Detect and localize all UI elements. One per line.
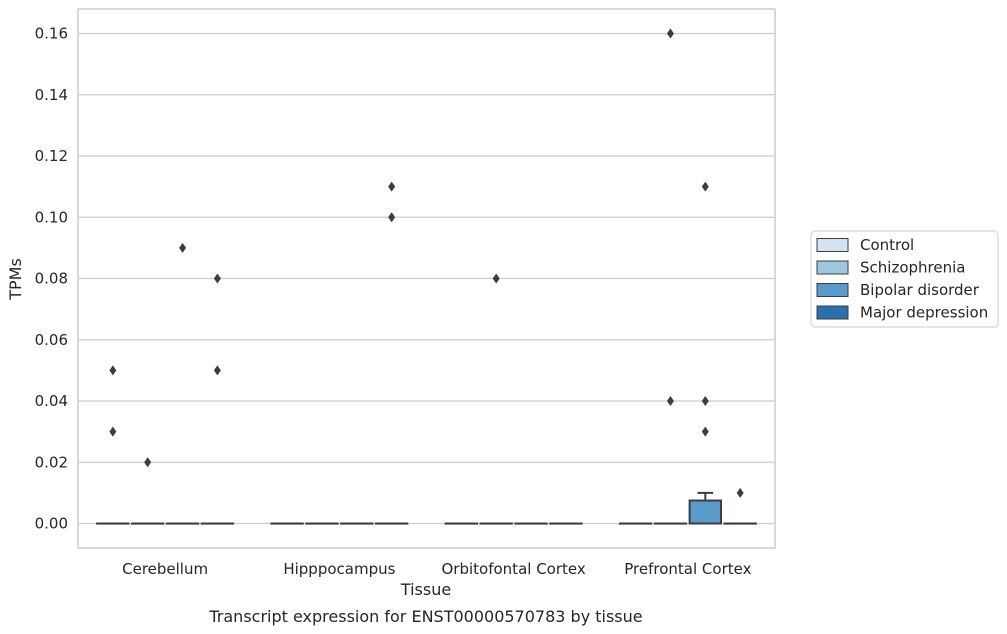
y-tick-label: 0.04	[35, 392, 68, 410]
y-tick-labels: 0.00 0.02 0.04 0.06 0.08 0.10 0.12 0.14 0.16	[35, 25, 68, 533]
legend-label: Control	[860, 236, 914, 254]
x-tick-labels: Cerebellum Hipppocampus Orbitofontal Corte…	[122, 560, 751, 578]
x-axis-title: Tissue	[400, 580, 451, 599]
outlier-point	[388, 212, 396, 223]
x-tick-label: Hipppocampus	[283, 560, 395, 578]
y-axis-title: TPMs	[6, 258, 25, 301]
y-tick-label: 0.16	[35, 25, 68, 43]
x-tick-label: Cerebellum	[122, 560, 208, 578]
legend-swatch	[816, 305, 849, 320]
figure-caption: Transcript expression for ENST0000057078…	[208, 607, 642, 626]
legend-label: Major depression	[860, 304, 988, 322]
y-tick-label: 0.06	[35, 331, 68, 349]
outlier-point	[736, 487, 744, 498]
legend-swatch	[816, 238, 849, 252]
y-tick-label: 0.00	[35, 515, 68, 533]
outlier-point	[701, 181, 709, 192]
outlier-point	[492, 273, 500, 284]
y-tick-label: 0.14	[35, 86, 68, 104]
x-tick-label: Prefrontal Cortex	[624, 560, 751, 578]
outliers-layer	[109, 28, 744, 498]
y-tick-label: 0.02	[35, 453, 68, 471]
y-tick-label: 0.12	[35, 147, 68, 165]
outlier-point	[213, 365, 221, 376]
outlier-point	[213, 273, 221, 284]
outlier-point	[179, 242, 187, 253]
plot-frame	[77, 8, 776, 549]
y-tick-label: 0.08	[35, 270, 68, 288]
y-tick-label: 0.10	[35, 208, 68, 226]
x-tick-label: Orbitofontal Cortex	[442, 560, 586, 578]
outlier-point	[666, 396, 674, 406]
legend-label: Schizophrenia	[860, 259, 965, 277]
legend-swatch	[816, 260, 849, 275]
outlier-point	[701, 396, 709, 406]
box-body	[688, 499, 722, 525]
legend-label: Bipolar disorder	[860, 281, 980, 299]
outlier-point	[144, 457, 152, 468]
outlier-point	[388, 181, 396, 192]
box	[688, 491, 722, 525]
legend: Control Schizophrenia Bipolar disorder Majo…	[810, 230, 999, 328]
outlier-point	[666, 28, 674, 39]
outlier-point	[109, 365, 117, 376]
boxes-layer	[96, 491, 757, 525]
legend-frame	[810, 230, 999, 328]
outlier-point	[109, 426, 117, 437]
outlier-point	[701, 426, 709, 437]
legend-swatch	[816, 283, 849, 297]
